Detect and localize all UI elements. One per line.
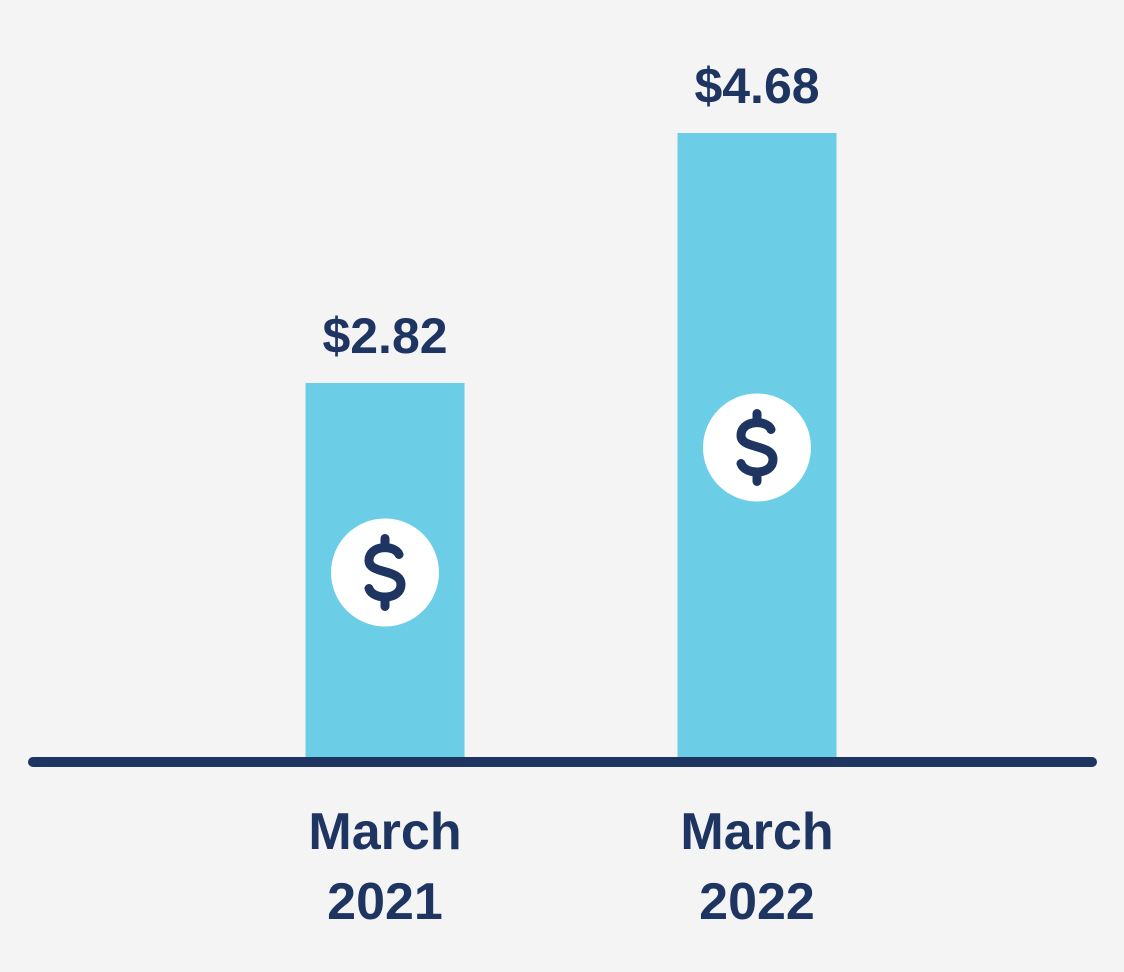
value-label: $4.68 (694, 58, 819, 114)
icon-dollar (364, 533, 406, 611)
dollar-icon (703, 393, 811, 502)
icon-dollar (736, 409, 778, 486)
x-tick-label: March 2022 (680, 803, 834, 931)
value-label: $2.82 (322, 308, 447, 364)
dollar-icon (331, 518, 439, 627)
x-tick-label: March 2021 (308, 803, 462, 931)
